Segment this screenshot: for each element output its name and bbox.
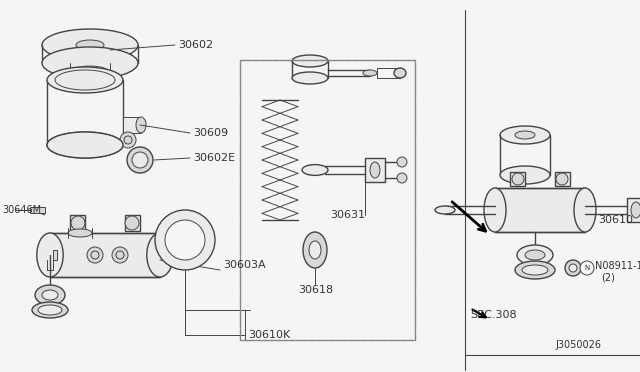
Bar — [240, 60, 415, 340]
Ellipse shape — [47, 132, 123, 158]
Text: J3050026: J3050026 — [555, 340, 601, 350]
Ellipse shape — [42, 47, 138, 79]
Text: SEC.308: SEC.308 — [470, 310, 516, 320]
Text: 30618: 30618 — [298, 285, 333, 295]
Text: N08911-1082G: N08911-1082G — [595, 261, 640, 271]
Ellipse shape — [71, 216, 85, 230]
Ellipse shape — [631, 202, 640, 218]
Ellipse shape — [565, 260, 581, 276]
Polygon shape — [123, 117, 141, 133]
Polygon shape — [125, 215, 140, 231]
Ellipse shape — [525, 250, 545, 260]
Ellipse shape — [87, 247, 103, 263]
Text: 30602E: 30602E — [193, 153, 235, 163]
Ellipse shape — [512, 173, 524, 185]
Ellipse shape — [397, 157, 407, 167]
Ellipse shape — [147, 233, 173, 277]
Polygon shape — [627, 198, 640, 222]
Text: 30631: 30631 — [330, 210, 365, 220]
Polygon shape — [365, 158, 385, 182]
Ellipse shape — [47, 132, 123, 158]
Ellipse shape — [47, 67, 123, 93]
Ellipse shape — [42, 290, 58, 300]
Ellipse shape — [303, 232, 327, 268]
Ellipse shape — [35, 285, 65, 305]
Text: 30609: 30609 — [193, 128, 228, 138]
Ellipse shape — [569, 264, 577, 272]
Text: 30610: 30610 — [598, 215, 633, 225]
Ellipse shape — [120, 132, 136, 148]
Ellipse shape — [515, 131, 535, 139]
Polygon shape — [555, 172, 570, 186]
Ellipse shape — [132, 152, 148, 168]
Ellipse shape — [556, 173, 568, 185]
Polygon shape — [510, 172, 525, 186]
Ellipse shape — [127, 147, 153, 173]
Ellipse shape — [394, 68, 406, 78]
Ellipse shape — [484, 188, 506, 232]
Ellipse shape — [136, 117, 146, 133]
Ellipse shape — [580, 261, 594, 275]
Ellipse shape — [500, 126, 550, 144]
Ellipse shape — [435, 206, 455, 214]
Polygon shape — [70, 215, 85, 231]
Ellipse shape — [42, 29, 138, 61]
Text: N: N — [584, 265, 589, 271]
Ellipse shape — [76, 40, 104, 50]
Ellipse shape — [70, 66, 110, 80]
Ellipse shape — [68, 229, 92, 237]
Ellipse shape — [165, 220, 205, 260]
Ellipse shape — [363, 70, 377, 76]
Bar — [53, 250, 57, 260]
Bar — [495, 188, 585, 232]
Ellipse shape — [112, 247, 128, 263]
Ellipse shape — [36, 233, 63, 277]
Text: 30602: 30602 — [178, 40, 213, 50]
Bar — [30, 207, 45, 213]
Bar — [240, 60, 415, 340]
Ellipse shape — [500, 166, 550, 184]
Ellipse shape — [517, 245, 553, 265]
Text: 30603A: 30603A — [223, 260, 266, 270]
Ellipse shape — [292, 72, 328, 84]
Ellipse shape — [32, 302, 68, 318]
Text: 30646M: 30646M — [2, 205, 41, 215]
Ellipse shape — [397, 173, 407, 183]
Ellipse shape — [370, 162, 380, 178]
Ellipse shape — [292, 55, 328, 67]
Text: 30610K: 30610K — [248, 330, 291, 340]
Bar — [50, 233, 160, 277]
Ellipse shape — [522, 265, 548, 275]
Text: (2): (2) — [601, 273, 615, 283]
Ellipse shape — [155, 210, 215, 270]
Ellipse shape — [38, 305, 62, 315]
Ellipse shape — [515, 261, 555, 279]
Ellipse shape — [302, 164, 328, 176]
Ellipse shape — [574, 188, 596, 232]
Ellipse shape — [125, 216, 139, 230]
Ellipse shape — [309, 241, 321, 259]
